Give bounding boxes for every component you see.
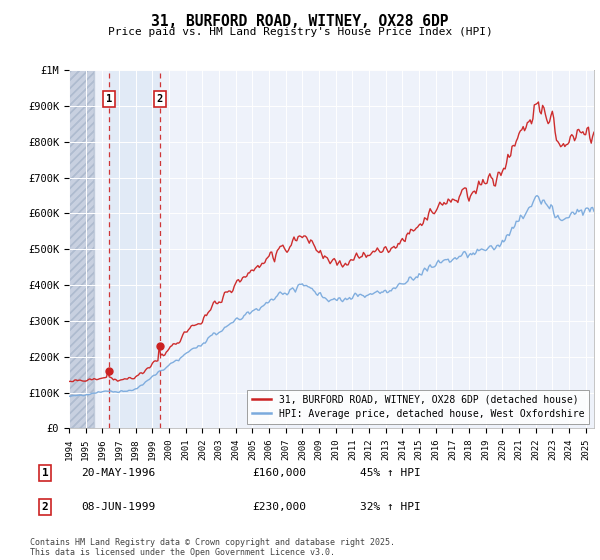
Bar <box>69 70 94 428</box>
Text: 32% ↑ HPI: 32% ↑ HPI <box>360 502 421 512</box>
Text: 1: 1 <box>41 468 49 478</box>
Text: 20-MAY-1996: 20-MAY-1996 <box>81 468 155 478</box>
Text: 2: 2 <box>157 94 163 104</box>
Text: Price paid vs. HM Land Registry's House Price Index (HPI): Price paid vs. HM Land Registry's House … <box>107 27 493 37</box>
Text: Contains HM Land Registry data © Crown copyright and database right 2025.
This d: Contains HM Land Registry data © Crown c… <box>30 538 395 557</box>
Text: 08-JUN-1999: 08-JUN-1999 <box>81 502 155 512</box>
Text: 45% ↑ HPI: 45% ↑ HPI <box>360 468 421 478</box>
Bar <box>69 70 94 428</box>
Text: 1: 1 <box>106 94 112 104</box>
Text: £230,000: £230,000 <box>252 502 306 512</box>
Bar <box>69 0 94 428</box>
Legend: 31, BURFORD ROAD, WITNEY, OX28 6DP (detached house), HPI: Average price, detache: 31, BURFORD ROAD, WITNEY, OX28 6DP (deta… <box>247 390 589 423</box>
Text: 31, BURFORD ROAD, WITNEY, OX28 6DP: 31, BURFORD ROAD, WITNEY, OX28 6DP <box>151 14 449 29</box>
Text: £160,000: £160,000 <box>252 468 306 478</box>
Bar <box>109 70 160 428</box>
Text: 2: 2 <box>41 502 49 512</box>
